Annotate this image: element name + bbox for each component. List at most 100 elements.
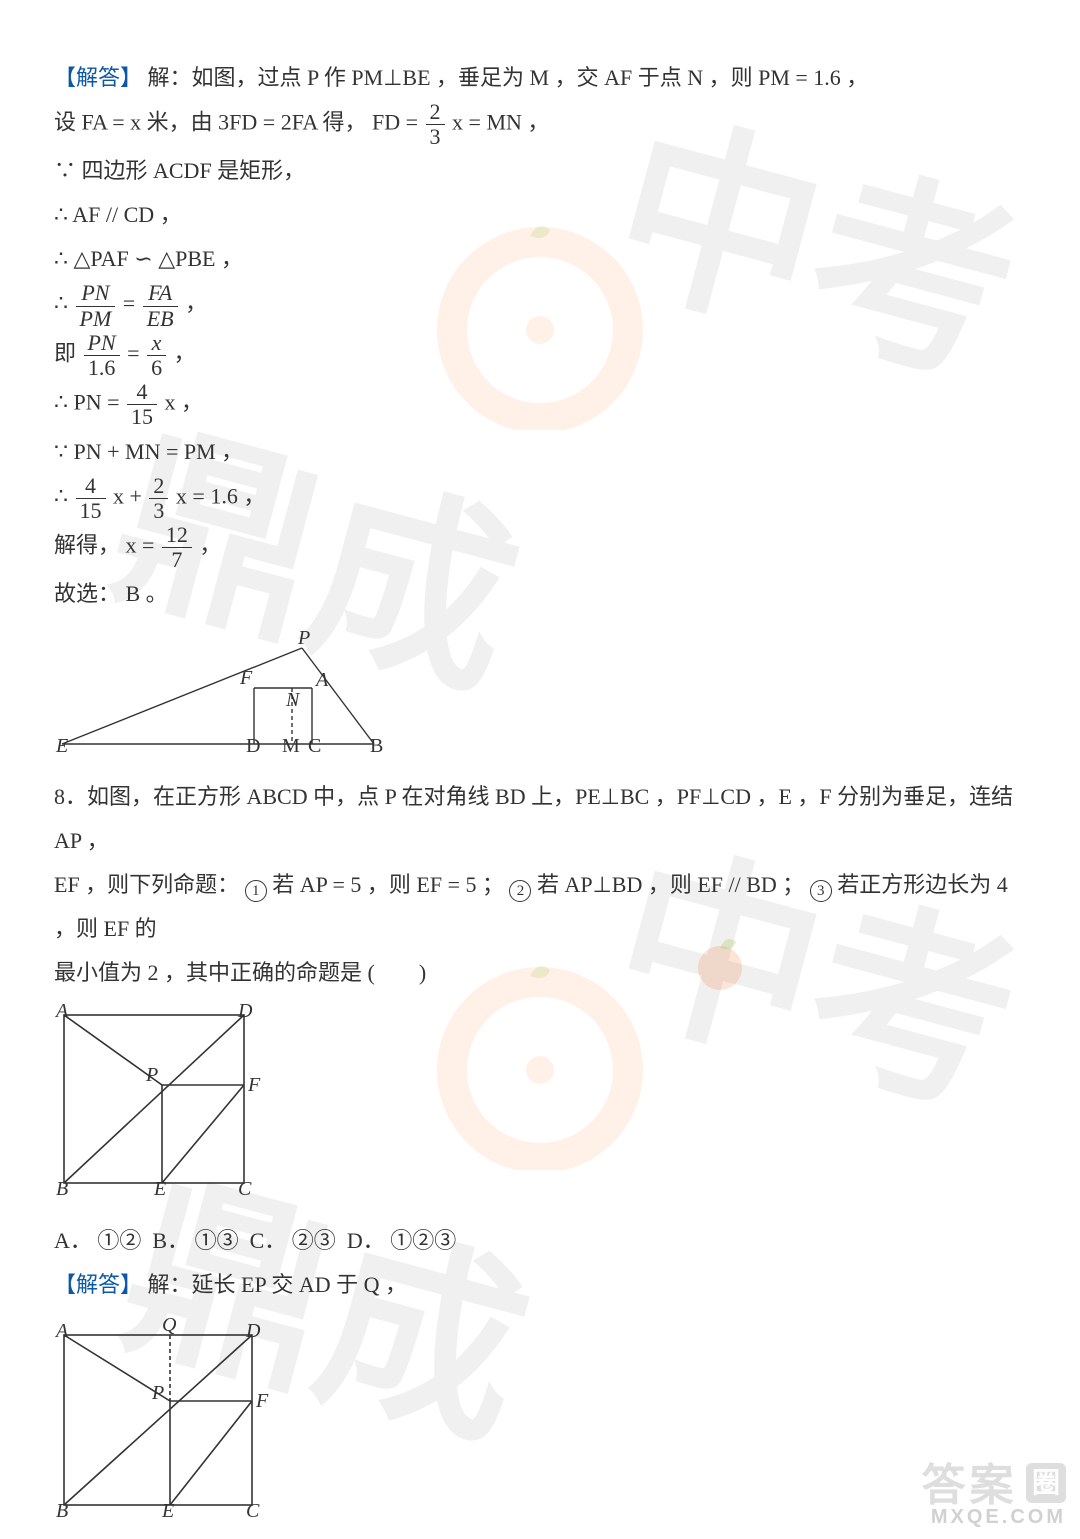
fig1-A: A bbox=[314, 669, 329, 691]
fig1-C: C bbox=[308, 735, 321, 754]
l2b: x = MN ， bbox=[452, 110, 549, 135]
l10-f1-den: 15 bbox=[76, 498, 106, 523]
sol7-line8: ∴ PN = 4 15 x ， bbox=[54, 380, 1026, 429]
fig1-B: B bbox=[370, 735, 383, 754]
opt-B-label: B． bbox=[152, 1228, 189, 1253]
opt-A-label: A． bbox=[54, 1228, 92, 1253]
q8-line2: EF ，则下列命题： 1 若 AP = 5 ，则 EF = 5 ； 2 若 AP… bbox=[54, 863, 1026, 951]
opt-C-text: ②③ bbox=[292, 1228, 336, 1253]
l6-f2-den: EB bbox=[143, 306, 178, 331]
l6-f2-num: FA bbox=[143, 281, 178, 305]
l10b: x = 1.6 ， bbox=[176, 483, 265, 508]
l10mid: x + bbox=[113, 483, 147, 508]
fig2-F: F bbox=[247, 1074, 261, 1096]
fig1-D: D bbox=[246, 735, 260, 754]
figure-3: A D Q B C P F E bbox=[54, 1315, 1026, 1535]
answer-label: 【解答】 bbox=[54, 65, 142, 90]
page: 中考 鼎成 中考 鼎成 【解答】 解：如图，过点 P 作 PM⊥BE ，垂足为 … bbox=[0, 0, 1080, 1539]
l10-f2-num: 2 bbox=[149, 474, 168, 498]
l7-f2-num: x bbox=[147, 331, 166, 355]
fig3-C: C bbox=[246, 1500, 260, 1520]
fig2-P: P bbox=[145, 1064, 158, 1086]
fig1-M: M bbox=[282, 735, 300, 754]
fig2-D: D bbox=[237, 1003, 253, 1022]
fig3-D: D bbox=[245, 1320, 261, 1342]
l8b: x ， bbox=[165, 390, 204, 415]
q8-line3: 最小值为 2 ，其中正确的命题是 ( ) bbox=[54, 951, 1026, 995]
figure-2: A D B C P F E bbox=[54, 1003, 1026, 1213]
circled-1: 1 bbox=[245, 880, 267, 902]
l7b: ， bbox=[174, 340, 196, 365]
q8-options: A． ①② B． ①③ C． ②③ D． ①②③ bbox=[54, 1219, 1026, 1263]
l7-f1-num: PN bbox=[84, 331, 120, 355]
q8-line1: 8．如图，在正方形 ABCD 中，点 P 在对角线 BD 上，PE⊥BC ，PF… bbox=[54, 775, 1026, 863]
l8-den: 15 bbox=[127, 404, 157, 429]
l2-frac: 2 3 bbox=[426, 100, 445, 149]
sol7-line1: 【解答】 解：如图，过点 P 作 PM⊥BE ，垂足为 M ，交 AF 于点 N… bbox=[54, 56, 1026, 100]
sol7-line7: 即 PN 1.6 = x 6 ， bbox=[54, 331, 1026, 380]
sol7-line10: ∴ 4 15 x + 2 3 x = 1.6 ， bbox=[54, 474, 1026, 523]
figure-2-svg: A D B C P F E bbox=[54, 1003, 264, 1198]
circled-3: 3 bbox=[810, 880, 832, 902]
l7a: 即 bbox=[54, 340, 82, 365]
fig3-E: E bbox=[161, 1500, 174, 1520]
l7-f2-den: 6 bbox=[147, 355, 166, 380]
opt-A-text: ①② bbox=[97, 1228, 141, 1253]
opt-C-label: C． bbox=[250, 1228, 287, 1253]
l11-den: 7 bbox=[162, 547, 192, 572]
sol7-line3: ∵ 四边形 ACDF 是矩形， bbox=[54, 149, 1026, 193]
fig2-B: B bbox=[56, 1178, 68, 1198]
opt-D-text: ①②③ bbox=[390, 1228, 456, 1253]
l6-f1-num: PN bbox=[76, 281, 116, 305]
fig3-Q: Q bbox=[162, 1315, 177, 1336]
l8a: ∴ PN = bbox=[54, 390, 125, 415]
l11-num: 12 bbox=[162, 523, 192, 547]
sol8-text: 解：延长 EP 交 AD 于 Q ， bbox=[148, 1272, 408, 1297]
l8-frac: 4 15 bbox=[127, 380, 157, 429]
l2a: 设 FA = x 米，由 3FD = 2FA 得， FD = bbox=[54, 110, 424, 135]
fig3-P: P bbox=[151, 1382, 164, 1404]
l6mid: = bbox=[123, 291, 141, 316]
l7mid: = bbox=[127, 340, 145, 365]
figure-3-svg: A D Q B C P F E bbox=[54, 1315, 274, 1520]
sol8-line1: 【解答】 解：延长 EP 交 AD 于 Q ， bbox=[54, 1263, 1026, 1307]
fig1-N: N bbox=[285, 689, 301, 711]
l7-frac1: PN 1.6 bbox=[84, 331, 120, 380]
l6a: ∴ bbox=[54, 291, 74, 316]
l10a: ∴ bbox=[54, 483, 74, 508]
l6-frac2: FA EB bbox=[143, 281, 178, 330]
l8-num: 4 bbox=[127, 380, 157, 404]
l6-f1-den: PM bbox=[76, 306, 116, 331]
l10-f2-den: 3 bbox=[149, 498, 168, 523]
fig1-E: E bbox=[55, 735, 68, 754]
content: 【解答】 解：如图，过点 P 作 PM⊥BE ，垂足为 M ，交 AF 于点 N… bbox=[0, 0, 1080, 1539]
sol7-line5: ∴ △PAF ∽ △PBE ， bbox=[54, 237, 1026, 281]
l10-frac2: 2 3 bbox=[149, 474, 168, 523]
fig1-P: P bbox=[297, 627, 310, 649]
sol7-line1-text: 解：如图，过点 P 作 PM⊥BE ，垂足为 M ，交 AF 于点 N ，则 P… bbox=[148, 65, 869, 90]
l11a: 解得， x = bbox=[54, 533, 160, 558]
answer-label-2: 【解答】 bbox=[54, 1272, 142, 1297]
l7-f1-den: 1.6 bbox=[84, 355, 120, 380]
q8-l2a: EF ，则下列命题： bbox=[54, 872, 239, 897]
opt-D-label: D． bbox=[347, 1228, 385, 1253]
sol7-line4: ∴ AF // CD ， bbox=[54, 193, 1026, 237]
fig3-B: B bbox=[56, 1500, 68, 1520]
l7-frac2: x 6 bbox=[147, 331, 166, 380]
figure-1: P F A N E D M C B bbox=[54, 624, 1026, 769]
sol7-line2: 设 FA = x 米，由 3FD = 2FA 得， FD = 2 3 x = M… bbox=[54, 100, 1026, 149]
l11-frac: 12 7 bbox=[162, 523, 192, 572]
fig1-F: F bbox=[239, 667, 253, 689]
fig2-C: C bbox=[238, 1178, 252, 1198]
l6-frac1: PN PM bbox=[76, 281, 116, 330]
l11b: ， bbox=[199, 533, 221, 558]
circled-2: 2 bbox=[509, 880, 531, 902]
fig2-A: A bbox=[54, 1003, 69, 1022]
sol7-line6: ∴ PN PM = FA EB ， bbox=[54, 281, 1026, 330]
opt-B-text: ①③ bbox=[195, 1228, 239, 1253]
l10-f1-num: 4 bbox=[76, 474, 106, 498]
l10-frac1: 4 15 bbox=[76, 474, 106, 523]
fig2-E: E bbox=[153, 1178, 166, 1198]
sol7-line12: 故选： B 。 bbox=[54, 572, 1026, 616]
sol7-line9: ∵ PN + MN = PM ， bbox=[54, 430, 1026, 474]
